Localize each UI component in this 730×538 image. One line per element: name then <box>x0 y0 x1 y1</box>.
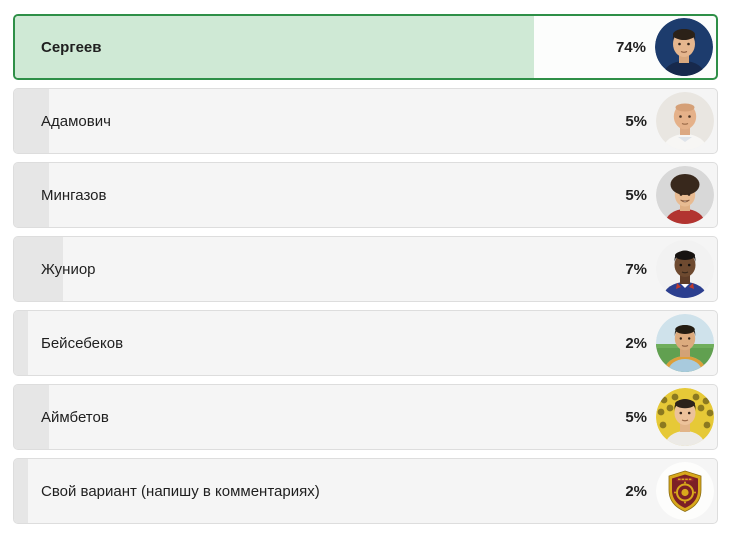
option-percent: 74% <box>615 38 646 56</box>
avatar-sergeev <box>655 18 713 76</box>
progress-bar <box>15 16 534 78</box>
option-percent: 2% <box>625 334 647 352</box>
poll-option-adamovich[interactable]: Адамович 5% <box>13 88 718 154</box>
progress-bar <box>14 163 50 227</box>
poll-option-aymbetov[interactable]: Аймбетов 5% <box>13 384 718 450</box>
option-label: Мингазов <box>41 186 107 204</box>
option-percent: 5% <box>625 112 647 130</box>
avatar-zhunior <box>656 240 714 298</box>
mingazov-portrait-icon <box>656 166 714 224</box>
option-percent: 5% <box>625 186 647 204</box>
option-percent: 2% <box>625 482 647 500</box>
club-crest-shield-icon <box>656 462 714 520</box>
sergeev-portrait-icon <box>655 18 713 76</box>
avatar-mingazov <box>656 166 714 224</box>
poll-option-zhunior[interactable]: Жуниор 7% <box>13 236 718 302</box>
beysebekov-portrait-icon <box>656 314 714 372</box>
option-label: Жуниор <box>41 260 96 278</box>
option-label: Бейсебеков <box>41 334 124 352</box>
zhunior-portrait-icon <box>656 240 714 298</box>
poll-option-sergeev[interactable]: Сергеев 74% <box>13 14 718 80</box>
avatar-aymbetov <box>656 388 714 446</box>
club-crest-icon <box>656 462 714 520</box>
avatar-beysebekov <box>656 314 714 372</box>
option-label: Адамович <box>41 112 111 130</box>
option-label: Свой вариант (напишу в комментариях) <box>41 482 320 500</box>
progress-bar <box>14 385 50 449</box>
progress-bar <box>14 311 29 375</box>
poll-option-mingazov[interactable]: Мингазов 5% <box>13 162 718 228</box>
adamovich-portrait-icon <box>656 92 714 150</box>
poll-option-beysebekov[interactable]: Бейсебеков 2% <box>13 310 718 376</box>
progress-bar <box>14 237 64 301</box>
progress-bar <box>14 89 50 153</box>
progress-bar <box>14 459 29 523</box>
option-percent: 5% <box>625 408 647 426</box>
option-label: Аймбетов <box>41 408 109 426</box>
aymbetov-portrait-icon <box>656 388 714 446</box>
option-label: Сергеев <box>41 38 102 56</box>
poll-option-custom[interactable]: Свой вариант (напишу в комментариях) 2% <box>13 458 718 524</box>
avatar-adamovich <box>656 92 714 150</box>
option-percent: 7% <box>625 260 647 278</box>
poll-results: Сергеев 74% Адамович 5% <box>13 14 718 532</box>
